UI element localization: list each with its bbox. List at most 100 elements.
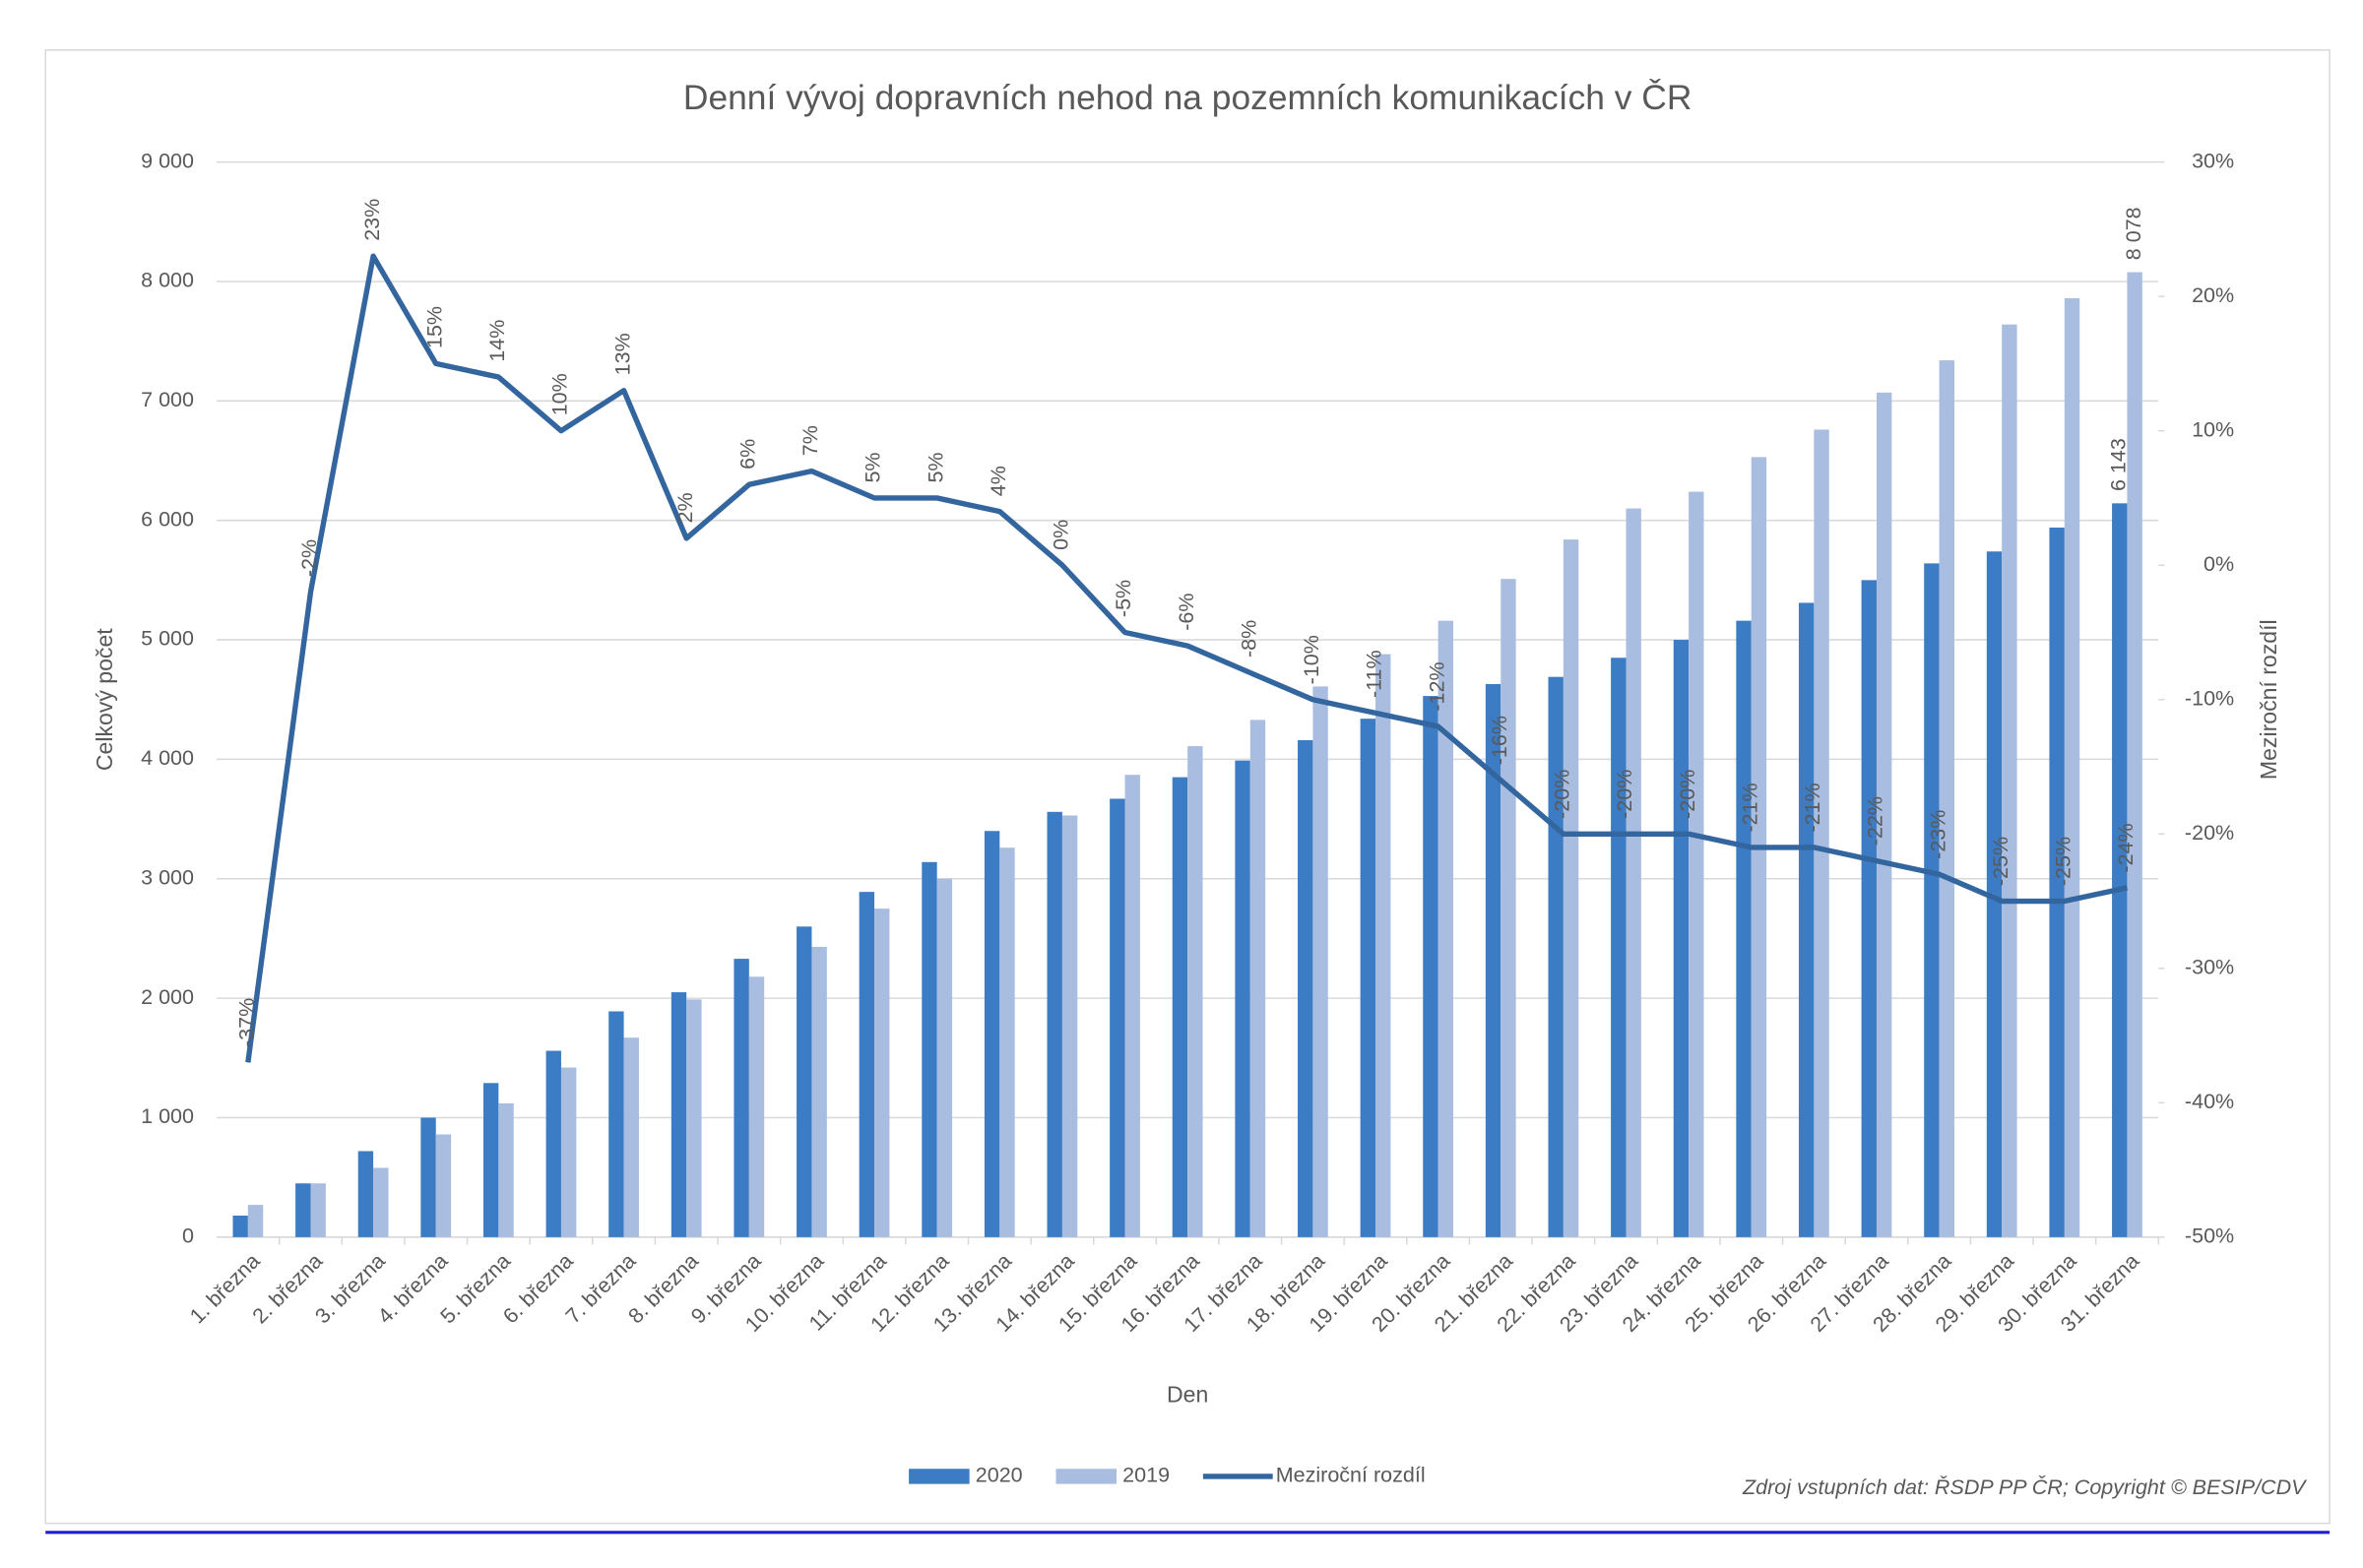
y-axis-title: Celkový počet — [92, 628, 117, 771]
bar — [1423, 696, 1438, 1237]
bar-value-label: 6 143 — [2106, 438, 2130, 491]
bar — [1501, 579, 1516, 1237]
bar — [936, 878, 953, 1237]
bar — [373, 1167, 389, 1237]
legend-label: 2020 — [976, 1464, 1023, 1487]
bar — [1124, 775, 1140, 1237]
source-note: Zdroj vstupních dat: ŘSDP PP ČR; Copyrig… — [1742, 1474, 2308, 1499]
bar — [1437, 620, 1454, 1237]
bar — [1861, 580, 1877, 1237]
bar — [2002, 324, 2017, 1237]
bar — [420, 1117, 436, 1237]
x-axis-title: Den — [1167, 1381, 1208, 1407]
y-tick-label: 2 000 — [141, 985, 194, 1009]
bar — [1798, 602, 1815, 1237]
bar — [560, 1067, 577, 1237]
bar — [1061, 815, 1078, 1237]
line-value-label: 5% — [862, 452, 885, 482]
bar — [1187, 746, 1203, 1237]
line-value-label: -16% — [1488, 716, 1511, 765]
y2-tick-label: -40% — [2185, 1090, 2234, 1113]
line-value-label: 4% — [987, 466, 1010, 496]
line-value-label: -21% — [1738, 783, 1761, 832]
y-tick-label: 4 000 — [141, 746, 194, 770]
line-value-label: -25% — [1989, 837, 2012, 886]
bar — [1876, 392, 1892, 1237]
bar — [1047, 811, 1062, 1237]
line-value-label: -22% — [1864, 796, 1887, 846]
bar — [1360, 719, 1376, 1237]
bar — [1249, 720, 1266, 1237]
bar — [247, 1205, 264, 1237]
bar — [797, 926, 812, 1237]
line-value-label: -24% — [2114, 823, 2138, 872]
bar — [1626, 508, 1641, 1237]
bar — [999, 847, 1015, 1237]
bar — [859, 892, 875, 1237]
y-tick-label: 3 000 — [141, 865, 194, 889]
y-tick-label: 8 000 — [141, 269, 194, 292]
bar — [734, 959, 749, 1237]
line-value-label: -2% — [297, 539, 321, 577]
bar — [435, 1134, 452, 1237]
bar — [984, 831, 1000, 1237]
line-value-label: 2% — [673, 492, 697, 523]
line-value-label: 7% — [798, 425, 822, 456]
line-value-label: 23% — [360, 199, 384, 241]
bar — [671, 992, 687, 1237]
bar — [2127, 272, 2142, 1237]
line-value-label: -20% — [1676, 770, 1699, 819]
y2-tick-label: 30% — [2192, 149, 2234, 172]
y2-tick-label: -20% — [2185, 821, 2234, 845]
bar — [1312, 686, 1328, 1237]
line-value-label: -37% — [235, 998, 259, 1047]
bar — [1689, 491, 1704, 1237]
bar — [922, 861, 937, 1237]
bar — [811, 946, 827, 1237]
bar — [2064, 297, 2080, 1237]
bar — [1814, 429, 1829, 1237]
legend-label: Meziroční rozdíl — [1276, 1464, 1426, 1487]
bar — [2112, 503, 2128, 1237]
line-value-label: -20% — [1613, 770, 1636, 819]
line-value-label: 10% — [548, 373, 572, 415]
bar — [2049, 527, 2065, 1237]
bar — [357, 1151, 374, 1237]
line-value-label: 5% — [924, 452, 947, 482]
y-tick-label: 0 — [182, 1224, 194, 1248]
chart-title: Denní vývoj dopravních nehod na pozemníc… — [683, 79, 1692, 117]
bar — [874, 909, 890, 1237]
bar — [498, 1102, 514, 1237]
line-series — [245, 253, 2129, 1063]
y2-tick-label: -10% — [2185, 686, 2234, 710]
y-tick-label: 9 000 — [141, 149, 194, 172]
line-value-label: -25% — [2052, 837, 2076, 886]
line-value-label: 14% — [485, 320, 509, 362]
line-value-label: -5% — [1112, 580, 1135, 617]
line-value-label: -12% — [1425, 661, 1448, 711]
bar — [748, 976, 765, 1237]
line-value-label: 0% — [1050, 520, 1073, 550]
bar — [1563, 539, 1579, 1237]
bar — [545, 1050, 561, 1237]
y2-tick-label: 20% — [2192, 283, 2234, 307]
y-tick-label: 6 000 — [141, 507, 194, 531]
y2-tick-label: -50% — [2185, 1224, 2234, 1248]
line-value-label: -11% — [1363, 650, 1386, 698]
bar — [1375, 654, 1391, 1237]
line-value-label: -6% — [1175, 593, 1198, 630]
line-value-label: 13% — [610, 333, 634, 375]
y2-tick-label: 10% — [2192, 417, 2234, 441]
bar — [1298, 739, 1313, 1237]
line-value-label: 6% — [736, 439, 760, 470]
legend-swatch — [1055, 1469, 1118, 1484]
bar — [608, 1011, 624, 1237]
bar — [1172, 777, 1188, 1237]
bar — [232, 1216, 248, 1237]
bar — [1110, 798, 1125, 1237]
line-value-label: -8% — [1237, 620, 1260, 658]
bar — [1235, 760, 1250, 1237]
y-tick-label: 1 000 — [141, 1104, 194, 1128]
y-tick-label: 7 000 — [141, 388, 194, 411]
